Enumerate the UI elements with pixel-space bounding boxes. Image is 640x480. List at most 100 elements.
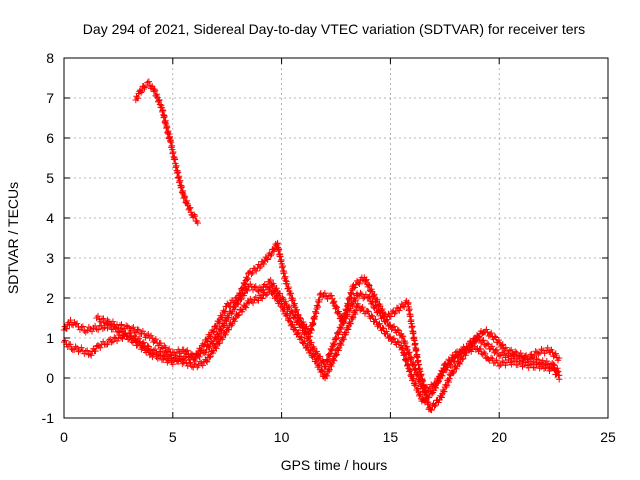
data-point: [439, 368, 446, 375]
data-point: [332, 352, 340, 359]
data-point: [140, 339, 147, 346]
data-point: [273, 293, 280, 300]
data-point: [235, 311, 243, 318]
data-point: [248, 270, 255, 278]
data-point: [332, 334, 339, 342]
data-point: [328, 362, 335, 370]
data-point: [108, 339, 115, 346]
data-point: [151, 87, 159, 94]
data-point: [555, 354, 563, 362]
data-point: [406, 349, 413, 356]
data-point: [225, 326, 233, 333]
data-point: [218, 314, 226, 321]
data-point: [88, 352, 95, 359]
data-point: [471, 338, 479, 346]
data-point: [505, 356, 512, 364]
data-point: [116, 322, 124, 329]
data-point: [169, 357, 176, 364]
data-point: [459, 355, 467, 362]
data-point: [551, 366, 558, 373]
data-point: [531, 364, 539, 371]
data-point: [234, 297, 242, 304]
data-point: [446, 375, 453, 382]
data-point: [228, 322, 235, 329]
data-point: [186, 205, 193, 212]
plot-frame: [63, 57, 609, 419]
data-point: [370, 292, 377, 299]
data-point: [155, 97, 163, 104]
data-point: [499, 341, 506, 348]
data-point: [495, 336, 503, 344]
data-point: [192, 361, 200, 368]
data-point: [210, 328, 218, 335]
data-point: [282, 298, 289, 306]
y-tick-label: 3: [46, 250, 54, 266]
data-point: [447, 358, 454, 366]
data-point: [459, 356, 466, 363]
data-point: [252, 283, 259, 290]
x-tick-labels: 0 5 10 15 20 25: [60, 429, 616, 445]
data-point: [488, 343, 496, 350]
data-point: [187, 350, 195, 358]
data-point: [253, 267, 260, 275]
data-point: [291, 324, 299, 331]
data-point: [431, 402, 438, 410]
data-point: [119, 325, 127, 332]
data-point: [350, 314, 357, 321]
data-point: [278, 300, 285, 307]
data-point: [234, 300, 241, 307]
data-point: [118, 321, 125, 328]
data-point: [207, 333, 214, 341]
data-point: [231, 318, 238, 325]
data-point: [500, 351, 508, 358]
data-point: [417, 390, 424, 398]
data-point: [368, 312, 375, 319]
data-point: [84, 347, 91, 354]
data-point: [527, 361, 534, 368]
data-point: [165, 345, 173, 353]
data-point: [181, 356, 189, 364]
data-point: [380, 325, 387, 332]
data-point: [528, 351, 535, 358]
data-point: [287, 290, 295, 297]
data-point: [439, 369, 447, 376]
data-point: [344, 326, 352, 333]
data-point: [213, 345, 220, 352]
data-point: [516, 358, 523, 365]
data-point: [199, 362, 206, 369]
data-point: [321, 363, 329, 370]
data-point: [157, 348, 164, 355]
data-point: [337, 324, 344, 332]
data-point: [283, 280, 291, 288]
data-point: [296, 314, 304, 322]
data-point: [284, 311, 291, 319]
data-point: [251, 284, 258, 291]
data-point: [78, 323, 85, 331]
data-point: [175, 358, 182, 365]
data-point: [324, 358, 331, 365]
data-point: [102, 319, 110, 327]
data-point: [194, 219, 202, 227]
data-point: [389, 324, 397, 331]
data-point: [451, 353, 458, 361]
data-point: [535, 350, 542, 358]
data-point: [135, 326, 142, 334]
data-point: [313, 356, 320, 363]
data-point: [295, 329, 302, 336]
data-point: [285, 303, 293, 310]
data-point: [88, 328, 96, 335]
data-point: [237, 290, 244, 298]
data-point: [206, 333, 213, 340]
data-point: [330, 357, 338, 364]
data-point: [303, 323, 310, 330]
data-point: [135, 335, 143, 342]
data-point: [291, 300, 298, 307]
data-point: [194, 352, 202, 359]
data-point: [298, 334, 305, 341]
data-point: [532, 348, 539, 355]
data-point: [68, 345, 75, 353]
data-point: [198, 347, 205, 354]
data-point: [386, 321, 393, 329]
data-point: [407, 354, 415, 361]
